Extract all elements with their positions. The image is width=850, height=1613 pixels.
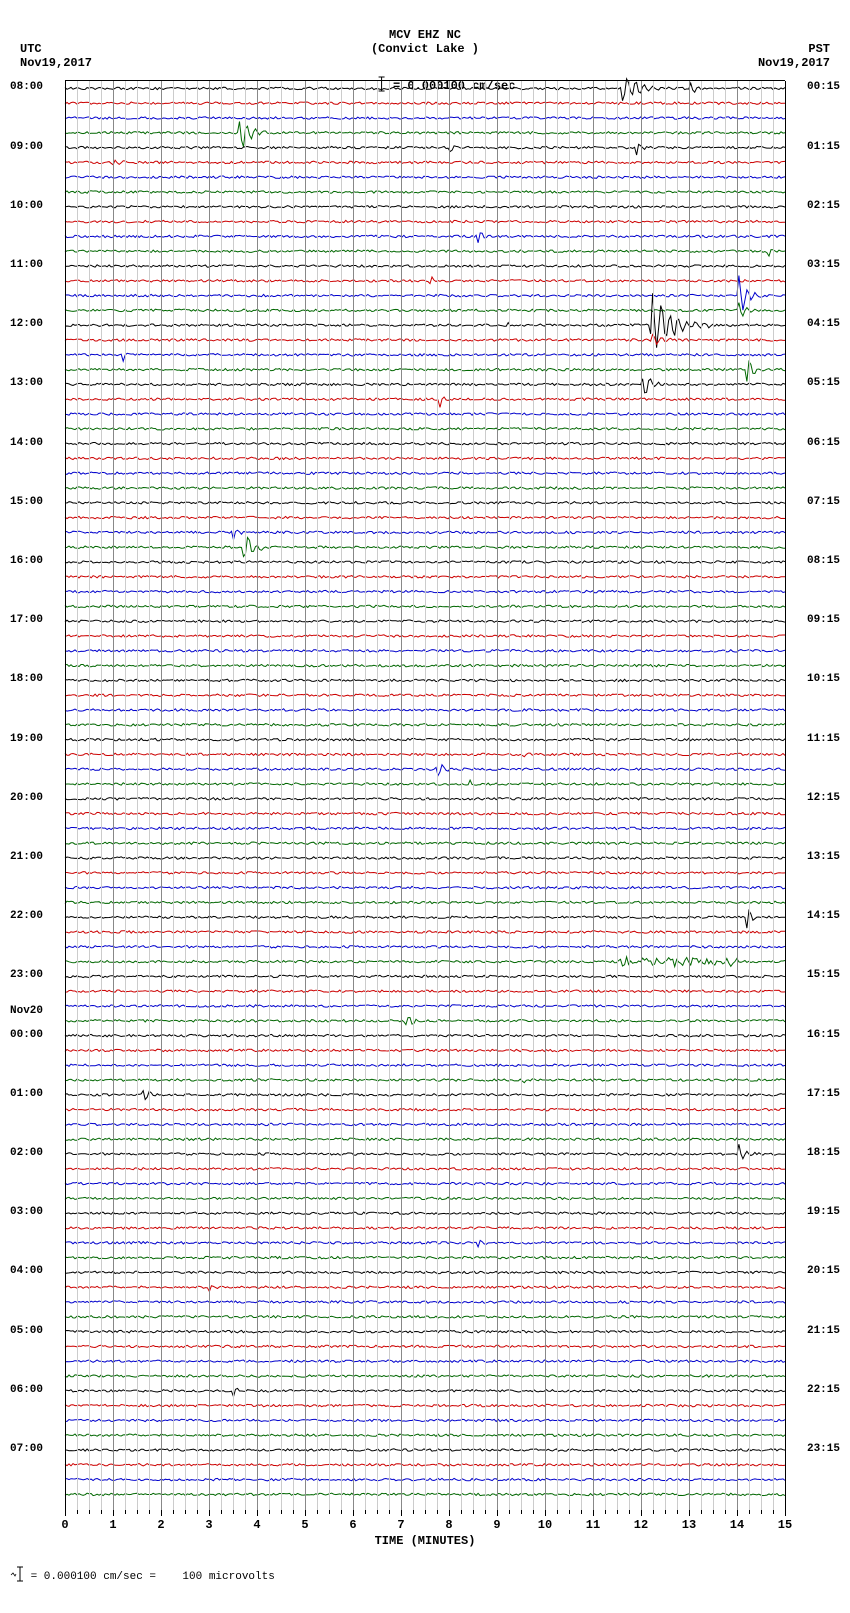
header: UTC Nov19,2017 PST Nov19,2017 MCV EHZ NC… <box>10 10 840 80</box>
time-label: 18:15 <box>785 1148 840 1159</box>
x-tick-label: 3 <box>205 1518 212 1532</box>
time-label: 17:15 <box>785 1089 840 1100</box>
plot-area: 08:00 09:00 10:00 11:00 12:00 13:00 14:00 15:00… <box>10 80 840 1510</box>
time-label: 03:15 <box>785 260 840 271</box>
x-tick-label: 8 <box>445 1518 452 1532</box>
time-label: 01:00 <box>10 1089 65 1100</box>
utc-date: Nov19,2017 <box>20 56 92 70</box>
seismogram-page: { "header": { "station_line1": "MCV EHZ … <box>10 10 840 1583</box>
x-tick-label: 11 <box>586 1518 600 1532</box>
time-label: 06:00 <box>10 1385 65 1396</box>
time-label: 00:15 <box>785 82 840 93</box>
x-tick-label: 13 <box>682 1518 696 1532</box>
x-tick-label: 14 <box>730 1518 744 1532</box>
time-label: 07:15 <box>785 497 840 508</box>
time-label: 11:15 <box>785 734 840 745</box>
pst-date: Nov19,2017 <box>758 56 830 70</box>
station-name: (Convict Lake ) <box>371 42 479 56</box>
time-label: 16:15 <box>785 1030 840 1041</box>
x-tick-label: 15 <box>778 1518 792 1532</box>
time-label: 13:15 <box>785 852 840 863</box>
time-label: 02:15 <box>785 201 840 212</box>
right-time-labels: 00:15 01:15 02:15 03:15 04:15 05:15 06:15 07:15… <box>785 80 840 1510</box>
x-tick-label: 12 <box>634 1518 648 1532</box>
x-tick-label: 6 <box>349 1518 356 1532</box>
time-label: 06:15 <box>785 438 840 449</box>
time-label: 08:00 <box>10 82 65 93</box>
x-tick-label: 9 <box>493 1518 500 1532</box>
pst-label: PST <box>808 42 830 56</box>
footer-text: = 0.000100 cm/sec = 100 microvolts <box>24 1571 275 1583</box>
time-label: 19:15 <box>785 1207 840 1218</box>
x-tick-label: 0 <box>61 1518 68 1532</box>
time-label: 22:00 <box>10 911 65 922</box>
time-label: 04:15 <box>785 319 840 330</box>
time-label: 14:15 <box>785 911 840 922</box>
time-label: 09:00 <box>10 142 65 153</box>
utc-label: UTC <box>20 42 42 56</box>
scale-bar-icon <box>10 1566 24 1582</box>
time-label: 23:15 <box>785 1444 840 1455</box>
time-label: 11:00 <box>10 260 65 271</box>
time-label: 15:15 <box>785 970 840 981</box>
time-label: Nov20 <box>10 1006 65 1017</box>
x-tick-label: 1 <box>109 1518 116 1532</box>
time-label: 15:00 <box>10 497 65 508</box>
x-axis-label: TIME (MINUTES) <box>375 1534 476 1548</box>
time-label: 22:15 <box>785 1385 840 1396</box>
time-label: 18:00 <box>10 674 65 685</box>
footer-scale: = 0.000100 cm/sec = 100 microvolts <box>10 1566 840 1583</box>
left-time-labels: 08:00 09:00 10:00 11:00 12:00 13:00 14:00 15:00… <box>10 80 65 1510</box>
time-label: 21:00 <box>10 852 65 863</box>
time-label: 14:00 <box>10 438 65 449</box>
time-label: 08:15 <box>785 556 840 567</box>
time-label: 09:15 <box>785 615 840 626</box>
time-label: 02:00 <box>10 1148 65 1159</box>
time-label: 05:00 <box>10 1326 65 1337</box>
time-label: 12:00 <box>10 319 65 330</box>
time-label: 17:00 <box>10 615 65 626</box>
time-label: 12:15 <box>785 793 840 804</box>
time-label: 19:00 <box>10 734 65 745</box>
time-label: 23:00 <box>10 970 65 981</box>
time-label: 04:00 <box>10 1266 65 1277</box>
time-label: 03:00 <box>10 1207 65 1218</box>
time-label: 07:00 <box>10 1444 65 1455</box>
time-label: 20:15 <box>785 1266 840 1277</box>
time-label: 13:00 <box>10 378 65 389</box>
time-label: 01:15 <box>785 142 840 153</box>
time-label: 05:15 <box>785 378 840 389</box>
time-label: 20:00 <box>10 793 65 804</box>
time-label: 21:15 <box>785 1326 840 1337</box>
time-label: 10:15 <box>785 674 840 685</box>
x-tick-label: 7 <box>397 1518 404 1532</box>
time-label: 10:00 <box>10 201 65 212</box>
station-id: MCV EHZ NC <box>389 28 461 42</box>
time-label: 16:00 <box>10 556 65 567</box>
seismogram-plot <box>65 80 785 1510</box>
x-tick-label: 5 <box>301 1518 308 1532</box>
time-label: 00:00 <box>10 1030 65 1041</box>
x-tick-label: 10 <box>538 1518 552 1532</box>
x-axis: TIME (MINUTES) 0123456789101112131415 <box>65 1510 785 1560</box>
x-tick-label: 4 <box>253 1518 260 1532</box>
x-tick-label: 2 <box>157 1518 164 1532</box>
